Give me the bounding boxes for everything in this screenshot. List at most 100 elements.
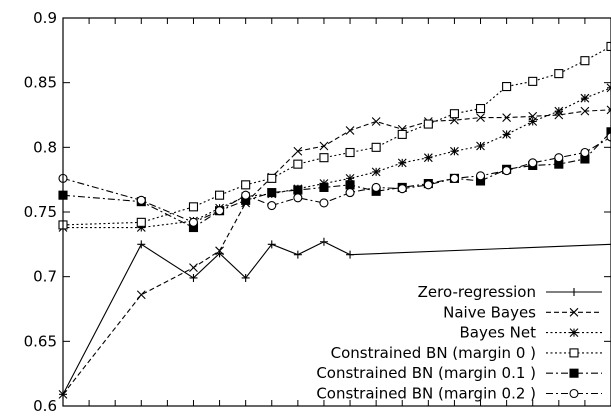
- data-point: [502, 81, 512, 92]
- series-5: [58, 127, 611, 233]
- legend-marker: [569, 368, 579, 378]
- data-point: [606, 105, 611, 115]
- data-point: [449, 173, 459, 183]
- legend-entry: Constrained BN (margin 0.2 ): [316, 385, 602, 403]
- data-point: [319, 237, 328, 246]
- series-line: [63, 87, 611, 229]
- data-point: [319, 153, 329, 163]
- data-point: [189, 263, 198, 273]
- data-point: [136, 290, 146, 300]
- data-point: [136, 217, 146, 227]
- data-point: [476, 141, 485, 151]
- data-point: [397, 129, 407, 139]
- data-point: [606, 132, 611, 142]
- series-line: [62, 136, 611, 223]
- data-point: [397, 184, 407, 194]
- legend-marker: [569, 328, 579, 337]
- data-point: [554, 69, 564, 79]
- data-point: [319, 182, 329, 192]
- data-point: [423, 180, 433, 190]
- data-point: [136, 195, 146, 205]
- data-point: [371, 182, 381, 192]
- data-point: [345, 180, 355, 190]
- legend: Zero-regression Naive Bayes Bayes Net Const…: [316, 283, 602, 403]
- data-point: [476, 113, 485, 122]
- data-point: [475, 171, 486, 181]
- data-point: [345, 147, 355, 158]
- legend-label: Constrained BN (margin 0.1 ): [316, 364, 536, 382]
- legend-entry: Constrained BN (margin 0 ): [331, 344, 602, 362]
- data-point: [241, 273, 250, 282]
- data-point: [475, 103, 486, 114]
- data-point: [502, 113, 512, 122]
- data-point: [188, 217, 199, 227]
- data-point: [345, 126, 355, 135]
- legend-marker: [570, 288, 578, 296]
- data-point: [241, 190, 251, 200]
- y-tick-label: 0.65: [24, 332, 57, 350]
- series-line: [62, 131, 611, 229]
- data-point: [502, 166, 512, 176]
- series-6: [58, 132, 611, 227]
- legend-entry: Naive Bayes: [443, 303, 602, 321]
- data-point: [189, 273, 198, 282]
- series-1: [59, 237, 611, 399]
- series-line: [62, 241, 611, 395]
- legend-label: Bayes Net: [459, 324, 536, 342]
- data-point: [188, 202, 199, 212]
- y-tick-label: 0.85: [24, 74, 57, 92]
- data-point: [423, 119, 433, 129]
- legend-label: Zero-regression: [418, 283, 536, 301]
- legend-marker: [569, 307, 579, 317]
- data-point: [371, 142, 381, 152]
- data-point: [371, 167, 381, 177]
- y-tick-label: 0.7: [33, 268, 57, 286]
- data-point: [449, 109, 459, 119]
- data-point: [580, 93, 590, 103]
- legend-marker: [569, 348, 579, 358]
- series-3: [58, 83, 611, 232]
- data-point: [215, 246, 224, 256]
- legend-label: Constrained BN (margin 0 ): [331, 344, 536, 362]
- data-point: [215, 206, 225, 216]
- data-point: [267, 200, 277, 211]
- y-tick-label: 0.9: [33, 9, 57, 27]
- data-point: [293, 193, 303, 203]
- legend-marker: [569, 388, 579, 399]
- data-point: [528, 117, 538, 126]
- data-point: [580, 56, 590, 66]
- data-point: [241, 180, 251, 190]
- y-tick-label: 0.75: [24, 203, 57, 221]
- data-point: [606, 41, 611, 52]
- data-point: [397, 158, 407, 168]
- legend-entry: Bayes Net: [459, 324, 602, 342]
- data-point: [267, 240, 276, 249]
- data-point: [450, 146, 459, 156]
- data-point: [528, 76, 538, 86]
- legend-label: Constrained BN (margin 0.2 ): [316, 385, 536, 403]
- data-point: [267, 173, 277, 183]
- data-point: [580, 147, 590, 158]
- legend-entry: Zero-regression: [418, 283, 602, 301]
- data-point: [580, 106, 590, 116]
- data-point: [293, 250, 302, 259]
- data-point: [345, 188, 355, 198]
- data-point: [528, 158, 538, 168]
- data-point: [346, 250, 355, 259]
- data-point: [554, 153, 564, 163]
- data-point: [345, 173, 355, 183]
- data-point: [136, 223, 146, 232]
- legend-entry: Constrained BN (margin 0.1 ): [316, 364, 602, 382]
- y-tick-label: 0.6: [33, 397, 57, 415]
- data-point: [267, 188, 277, 198]
- data-point: [215, 190, 225, 200]
- series-4: [58, 41, 611, 230]
- legend-label: Naive Bayes: [443, 303, 536, 321]
- y-tick-label: 0.8: [33, 138, 57, 156]
- data-point: [554, 106, 564, 116]
- data-point: [293, 146, 303, 156]
- data-point: [423, 153, 433, 163]
- data-point: [137, 240, 146, 249]
- data-point: [319, 141, 329, 151]
